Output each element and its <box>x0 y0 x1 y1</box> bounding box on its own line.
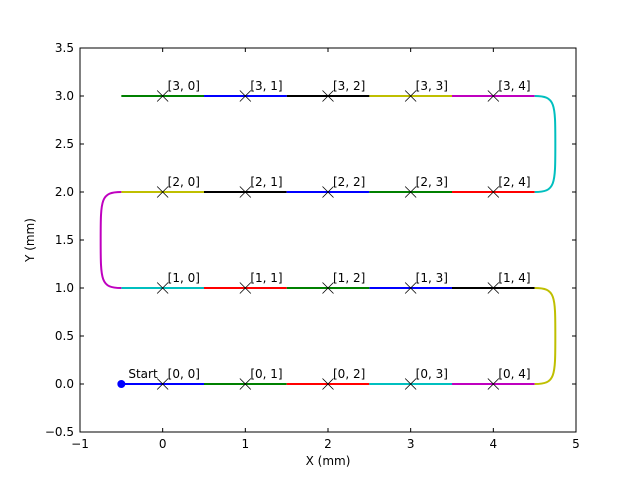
marker-stroke <box>487 282 500 294</box>
grid-point-marker <box>322 282 334 294</box>
grid-point-marker <box>487 90 500 102</box>
grid-point-marker <box>156 90 169 102</box>
marker-stroke <box>487 378 500 390</box>
marker-stroke <box>156 378 169 390</box>
marker-stroke <box>322 378 334 390</box>
point-label: [0, 2] <box>333 367 365 381</box>
marker-stroke <box>487 90 500 102</box>
y-tick-label: 1.5 <box>55 233 74 247</box>
start-label: Start <box>128 367 158 381</box>
turn-curve-0 <box>534 287 557 385</box>
marker-stroke <box>239 282 252 294</box>
point-label: [1, 4] <box>498 271 530 285</box>
x-tick-label: 2 <box>324 437 332 451</box>
point-label: [3, 2] <box>333 79 365 93</box>
point-label: [2, 4] <box>498 175 530 189</box>
x-tick-label: 0 <box>159 437 167 451</box>
grid-point-marker <box>239 282 252 294</box>
marker-stroke <box>487 186 500 198</box>
grid-point-marker <box>322 186 334 198</box>
y-axis-label: Y (mm) <box>23 218 37 263</box>
marker-stroke <box>156 282 169 294</box>
grid-point-marker <box>156 378 169 390</box>
marker-stroke <box>404 378 417 390</box>
point-label: [3, 4] <box>498 79 530 93</box>
turn-curve-2 <box>534 95 557 193</box>
grid-point-marker <box>404 186 417 198</box>
marker-stroke <box>322 282 334 294</box>
x-tick-label: 3 <box>407 437 415 451</box>
point-label: [1, 3] <box>416 271 448 285</box>
x-axis-label: X (mm) <box>306 454 351 468</box>
axis-ticks: −1 0 1 2 3 4 5 −0.5 0.0 0.5 1.0 1.5 2.0 2.5 3.0 3.5 <box>45 41 580 451</box>
marker-stroke <box>404 186 417 198</box>
grid-point-marker <box>487 186 500 198</box>
y-tick-label: 0.5 <box>55 329 74 343</box>
point-label: [3, 1] <box>250 79 282 93</box>
point-label: [0, 4] <box>498 367 530 381</box>
y-tick-label: 0.0 <box>55 377 74 391</box>
point-label: [2, 0] <box>168 175 200 189</box>
point-label: [2, 1] <box>250 175 282 189</box>
grid-point-marker <box>322 378 334 390</box>
point-label: [0, 1] <box>250 367 282 381</box>
start-marker <box>117 380 126 388</box>
grid-point-marker <box>404 378 417 390</box>
marker-stroke <box>404 90 417 102</box>
turn-curve-1 <box>99 191 122 289</box>
grid-point-marker <box>239 90 252 102</box>
grid-point-marker <box>404 90 417 102</box>
marker-stroke <box>322 90 334 102</box>
point-label: [1, 1] <box>250 271 282 285</box>
x-tick-label: 1 <box>242 437 250 451</box>
grid-point-marker <box>156 282 169 294</box>
marker-stroke <box>156 90 169 102</box>
x-tick-label: 5 <box>572 437 580 451</box>
y-tick-label: 2.5 <box>55 137 74 151</box>
y-tick-label: 3.5 <box>55 41 74 55</box>
marker-stroke <box>322 186 334 198</box>
marker-stroke <box>156 186 169 198</box>
x-tick-label: −1 <box>71 437 89 451</box>
point-label: [2, 2] <box>333 175 365 189</box>
grid-point-marker <box>239 378 252 390</box>
y-tick-label: 3.0 <box>55 89 74 103</box>
point-label: [0, 0] <box>168 367 200 381</box>
point-label: [0, 3] <box>416 367 448 381</box>
marker-stroke <box>239 378 252 390</box>
point-label: [3, 0] <box>168 79 200 93</box>
point-label: [2, 3] <box>416 175 448 189</box>
y-tick-label: 1.0 <box>55 281 74 295</box>
point-label: [3, 3] <box>416 79 448 93</box>
y-tick-label: −0.5 <box>45 425 74 439</box>
grid-point-marker <box>487 378 500 390</box>
point-label: [1, 2] <box>333 271 365 285</box>
marker-stroke <box>239 186 252 198</box>
point-label: [1, 0] <box>168 271 200 285</box>
marker-stroke <box>239 90 252 102</box>
grid-point-marker <box>322 90 334 102</box>
grid-point-marker <box>404 282 417 294</box>
plot-area: [0, 0] [0, 1] [0, 2] [0, 3] [0, 4] [1, 0] [1, … <box>99 79 557 390</box>
y-tick-label: 2.0 <box>55 185 74 199</box>
x-tick-label: 4 <box>490 437 498 451</box>
grid-point-marker <box>239 186 252 198</box>
marker-stroke <box>404 282 417 294</box>
grid-point-marker <box>487 282 500 294</box>
grid-point-marker <box>156 186 169 198</box>
